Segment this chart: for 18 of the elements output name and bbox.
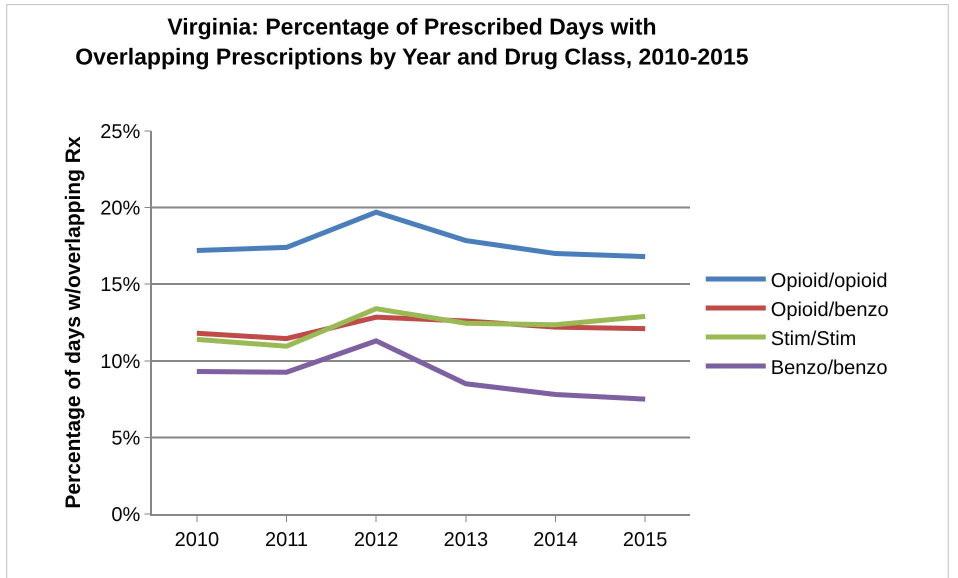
x-tick-label: 2013 [444,528,488,551]
x-tick-label: 2012 [354,528,398,551]
x-tick-label: 2014 [533,528,578,551]
x-tick-label: 2010 [174,528,220,551]
y-tick-label: 0% [111,504,140,526]
legend-label: Opioid/benzo [770,298,889,321]
y-tick-label: 20% [100,198,140,220]
x-tick-label: 2011 [264,528,308,551]
legend-label: Benzo/benzo [770,356,888,379]
y-tick-label: 15% [100,274,140,296]
y-tick-label: 5% [111,427,140,450]
y-tick-label: 25% [100,121,140,143]
legend-label: Opioid/opioid [770,270,888,292]
x-tick-label: 2015 [622,528,668,551]
y-tick-label: 10% [100,350,140,373]
y-axis-title: Percentage of days w/overlapping Rx [62,136,85,509]
legend-label: Stim/Stim [770,328,856,350]
chart-title: Virginia: Percentage of Prescribed Days with Overlapping Prescriptions by Year and Drug Class, 2010-2015 [75,14,749,70]
